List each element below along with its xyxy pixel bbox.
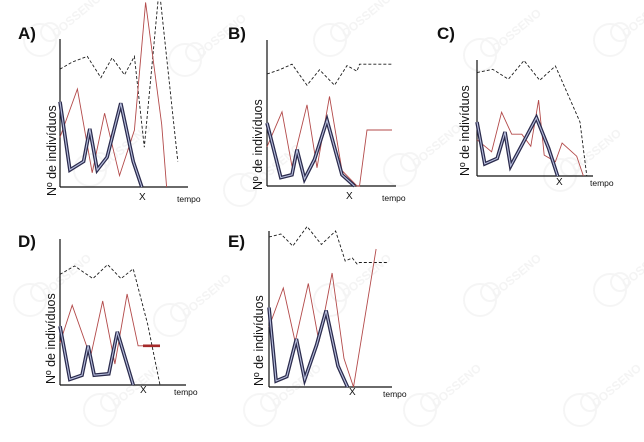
series-line-black-dashed xyxy=(59,263,161,386)
watermark-text: COSSENO xyxy=(489,251,544,300)
watermark-layer: COSSENO COSSENO COSSENO COSSENO COSSENOCOSSE… xyxy=(38,0,644,427)
panel-label: C) xyxy=(437,24,455,43)
chart-panel-e: E) Nº de indivíduos X tempo xyxy=(228,225,443,442)
chart-panel-b: B) Nº de indivíduos X tempo xyxy=(228,24,443,234)
series-line-blue-inner xyxy=(266,118,355,187)
chart-panel-d: D) Nº de indivíduos X tempo xyxy=(18,232,233,442)
watermark-text: COSSENO xyxy=(589,361,644,410)
x-marker-label: X xyxy=(346,191,353,202)
watermark-text: COSSENO xyxy=(619,241,644,290)
series-line-blue-outer xyxy=(475,113,560,177)
x-marker-label: X xyxy=(349,387,356,398)
series-line-red-thin xyxy=(476,100,584,177)
x-axis-label: tempo xyxy=(383,389,407,399)
series-line-red-thin xyxy=(266,96,392,187)
series-line-blue-outer xyxy=(267,307,350,388)
plot-area xyxy=(58,0,188,188)
x-axis-label: tempo xyxy=(382,193,406,203)
series-line-blue-outer xyxy=(58,325,135,386)
panel-label: E) xyxy=(228,232,245,251)
series-line-black-dashed xyxy=(476,59,588,177)
series-line-black-dashed xyxy=(268,225,388,265)
panel-label: D) xyxy=(18,232,36,251)
x-marker-label: X xyxy=(556,177,563,188)
plot-area xyxy=(58,239,186,386)
series-line-blue-inner xyxy=(59,101,143,188)
panel-label: A) xyxy=(18,24,36,43)
chart-panel-a: A) Nº de indivíduos X tempo xyxy=(18,0,233,234)
x-marker-label: X xyxy=(139,192,146,203)
plot-area xyxy=(475,59,593,177)
series-line-blue-inner xyxy=(59,326,134,386)
chart-panel-c: C) Nº de indivíduos X tempo xyxy=(437,24,644,234)
series-line-black-dashed xyxy=(266,63,392,86)
panel-label: B) xyxy=(228,24,246,43)
series-line-red-thin xyxy=(59,2,168,188)
plot-area xyxy=(265,40,396,188)
series-line-blue-inner xyxy=(268,307,349,388)
x-axis-label: tempo xyxy=(590,178,614,188)
watermark-logo: COSSENO xyxy=(593,241,644,307)
series-line-red-thin xyxy=(59,293,143,365)
x-axis-label: tempo xyxy=(174,387,198,397)
x-axis-label: tempo xyxy=(177,194,201,204)
series-line-black-dashed xyxy=(59,0,179,162)
watermark-logo: COSSENO xyxy=(563,361,644,427)
watermark-logo: COSSENO xyxy=(463,251,544,317)
x-marker-label: X xyxy=(140,385,147,396)
series-line-blue-inner xyxy=(476,116,559,177)
plot-area xyxy=(267,225,392,388)
